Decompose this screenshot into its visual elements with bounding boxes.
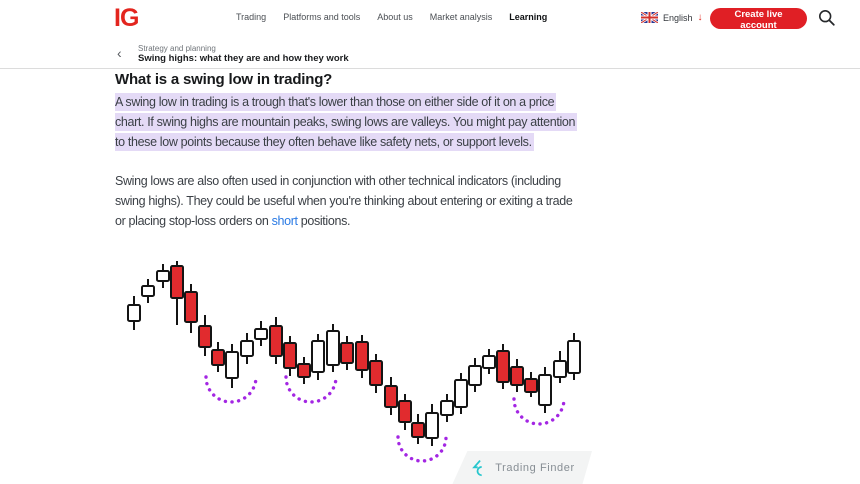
candle-up bbox=[156, 264, 170, 288]
candle-down bbox=[524, 372, 538, 397]
candle-down bbox=[211, 342, 225, 372]
swing-low-arc bbox=[396, 435, 448, 463]
nav-item-platforms-and-tools[interactable]: Platforms and tools bbox=[283, 12, 361, 22]
candle-up bbox=[567, 333, 581, 380]
uk-flag-icon bbox=[641, 12, 658, 23]
candle-up bbox=[240, 333, 254, 364]
highlight-line: chart. If swing highs are mountain peaks… bbox=[115, 113, 578, 131]
highlighted-paragraph: A swing low in trading is a trough that'… bbox=[115, 92, 578, 152]
candle-down bbox=[355, 335, 369, 378]
candle-down bbox=[398, 394, 412, 430]
nav-item-learning[interactable]: Learning bbox=[509, 12, 548, 22]
trading-finder-logo-icon bbox=[472, 459, 483, 476]
breadcrumb-back-chevron-icon[interactable]: ‹ bbox=[117, 45, 122, 61]
candle-up bbox=[482, 349, 496, 374]
create-live-account-button[interactable]: Create live account bbox=[710, 8, 807, 31]
candle-up bbox=[425, 404, 439, 446]
language-selector[interactable]: English ↓ bbox=[641, 12, 703, 23]
watermark-label: Trading Finder bbox=[495, 462, 575, 474]
language-dropdown-arrow-icon: ↓ bbox=[697, 11, 703, 23]
breadcrumb-category[interactable]: Strategy and planning bbox=[138, 44, 216, 53]
highlight-line: A swing low in trading is a trough that'… bbox=[115, 93, 557, 111]
trading-finder-watermark: Trading Finder bbox=[452, 451, 592, 484]
candle-down bbox=[340, 336, 354, 370]
swing-low-arc bbox=[204, 375, 258, 404]
main-nav: Trading Platforms and tools About us Market… bbox=[236, 12, 547, 22]
candle-up bbox=[225, 344, 239, 388]
nav-item-market-analysis[interactable]: Market analysis bbox=[429, 12, 493, 22]
candle-up bbox=[254, 321, 268, 346]
section-heading: What is a swing low in trading? bbox=[115, 71, 333, 88]
candle-down bbox=[510, 359, 524, 392]
candle-up bbox=[553, 351, 567, 383]
candle-down bbox=[269, 317, 283, 364]
candle-down bbox=[369, 354, 383, 393]
nav-item-about-us[interactable]: About us bbox=[377, 12, 413, 22]
candle-down bbox=[283, 336, 297, 376]
candle-up bbox=[127, 296, 141, 330]
highlight-line: to these low points because they often b… bbox=[115, 133, 534, 151]
candle-down bbox=[170, 261, 184, 325]
candle-down bbox=[496, 344, 510, 389]
candle-down bbox=[297, 357, 311, 384]
candle-down bbox=[184, 284, 198, 333]
candle-up bbox=[141, 279, 155, 303]
body-paragraph: Swing lows are also often used in conjun… bbox=[115, 171, 573, 231]
candle-up bbox=[440, 394, 454, 422]
nav-item-trading[interactable]: Trading bbox=[236, 12, 267, 22]
short-link[interactable]: short bbox=[271, 214, 298, 228]
ig-logo[interactable]: IG bbox=[114, 4, 139, 32]
candle-down bbox=[198, 315, 212, 356]
candle-up bbox=[326, 324, 340, 372]
body-line: Swing lows are also often used in conjun… bbox=[115, 174, 561, 188]
language-label: English bbox=[663, 12, 693, 23]
header-divider bbox=[0, 68, 860, 69]
body-line: or placing stop-loss orders on short pos… bbox=[115, 214, 351, 228]
breadcrumb-page-title: Swing highs: what they are and how they … bbox=[138, 53, 349, 64]
candle-down bbox=[411, 414, 425, 444]
swing-low-arc bbox=[512, 397, 566, 426]
candle-up bbox=[538, 367, 552, 413]
search-icon[interactable] bbox=[818, 9, 836, 27]
body-line: swing highs). They could be useful when … bbox=[115, 194, 573, 208]
candle-up bbox=[454, 373, 468, 414]
candle-up bbox=[468, 358, 482, 392]
swing-low-arc bbox=[284, 375, 338, 404]
candle-up bbox=[311, 334, 325, 380]
candle-down bbox=[384, 377, 398, 415]
